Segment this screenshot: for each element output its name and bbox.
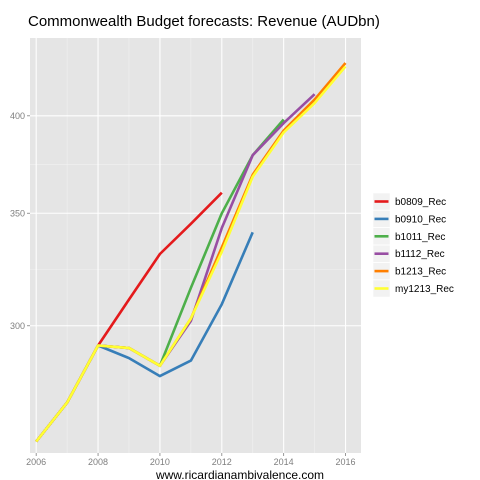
x-axis-label: www.ricardianambivalence.com xyxy=(155,468,324,480)
legend-label: b1213_Rec xyxy=(395,267,446,278)
legend-label: b1011_Rec xyxy=(395,232,445,243)
y-tick-label: 300 xyxy=(10,321,25,331)
legend-label: b0910_Rec xyxy=(395,214,446,225)
x-tick-label: 2014 xyxy=(274,457,294,467)
legend-label: b0809_Rec xyxy=(395,197,446,208)
x-tick-label: 2016 xyxy=(336,457,356,467)
legend-label: my1213_Rec xyxy=(395,284,454,295)
y-tick-label: 400 xyxy=(10,111,25,121)
x-tick-label: 2008 xyxy=(88,457,108,467)
chart-title: Commonwealth Budget forecasts: Revenue (… xyxy=(28,13,380,30)
legend-label: b1112_Rec xyxy=(395,249,445,260)
x-tick-label: 2012 xyxy=(212,457,232,467)
plot-panel xyxy=(30,38,361,453)
x-tick-label: 2010 xyxy=(150,457,170,467)
x-tick-label: 2006 xyxy=(26,457,46,467)
y-tick-label: 350 xyxy=(10,208,25,218)
legend: b0809_Rec b0910_Rec b1011_Rec b1112_Rec b121… xyxy=(373,193,454,297)
